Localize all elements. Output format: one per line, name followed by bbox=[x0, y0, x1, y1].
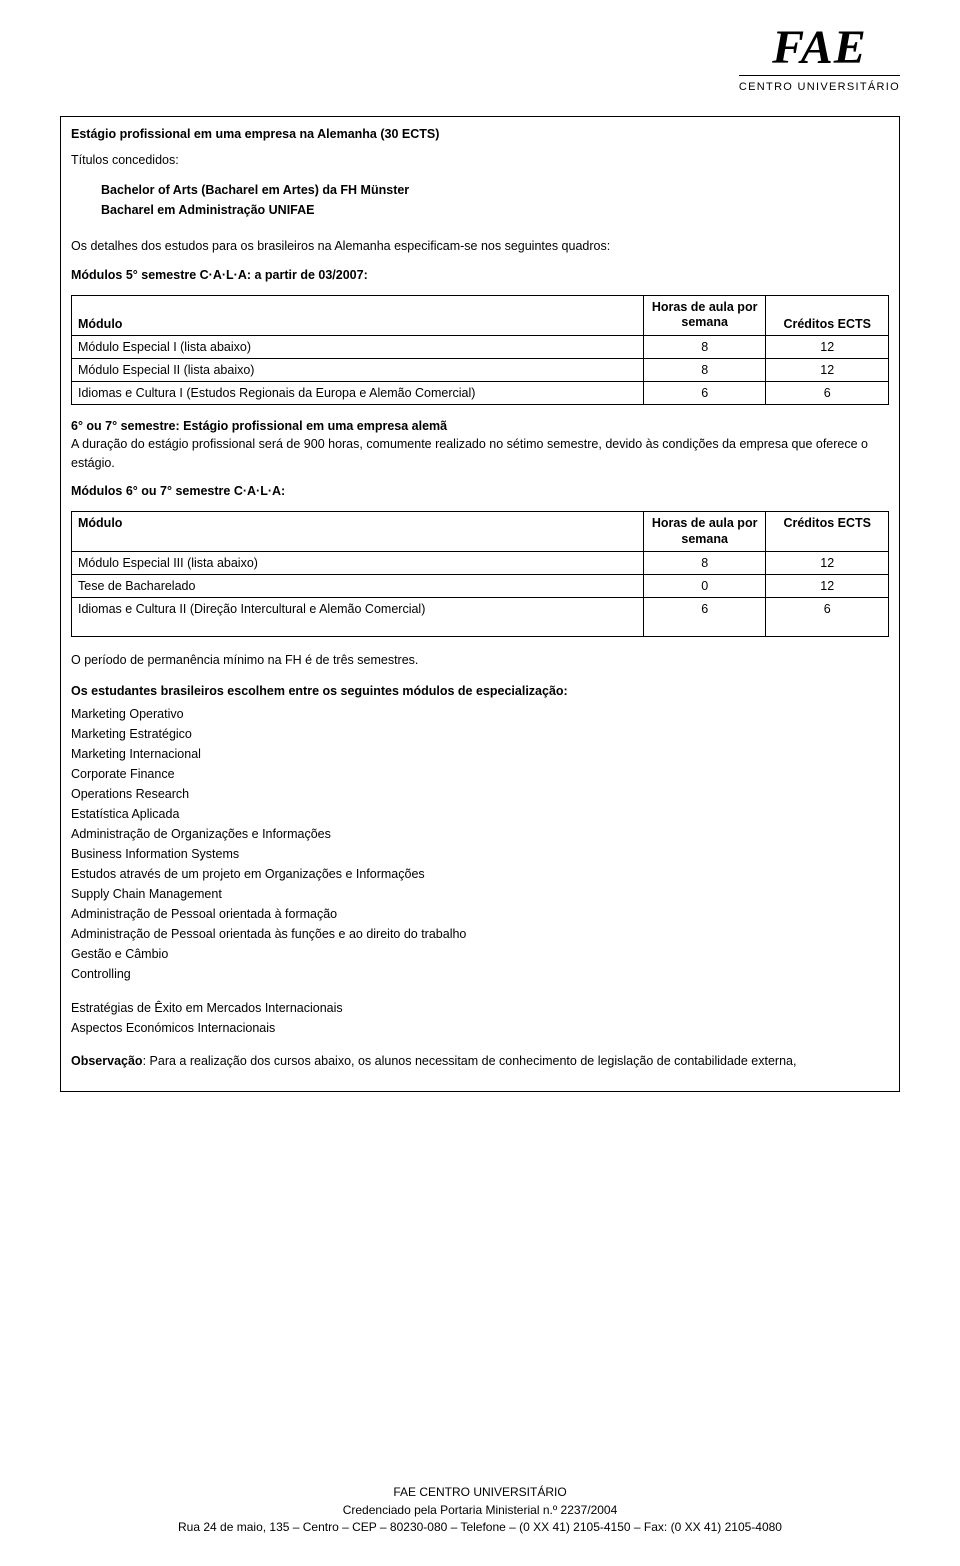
cell-credits: 6 bbox=[766, 381, 889, 404]
table-row: Idiomas e Cultura II (Direção Intercultu… bbox=[72, 598, 889, 637]
col-credits: Créditos ECTS bbox=[766, 512, 889, 552]
cell-hours: 0 bbox=[643, 575, 766, 598]
logo: FAE CENTRO UNIVERSITÁRIO bbox=[739, 24, 900, 93]
list-item: Administração de Pessoal orientada às fu… bbox=[71, 924, 889, 944]
list-item: Controlling bbox=[71, 964, 889, 984]
cell-credits: 12 bbox=[766, 335, 889, 358]
cell-name: Tese de Bacharelado bbox=[72, 575, 644, 598]
list-item: Administração de Pessoal orientada à for… bbox=[71, 904, 889, 924]
cell-name: Módulo Especial I (lista abaixo) bbox=[72, 335, 644, 358]
cell-credits: 6 bbox=[766, 598, 889, 637]
list-item: Corporate Finance bbox=[71, 764, 889, 784]
cell-name: Idiomas e Cultura II (Direção Intercultu… bbox=[72, 598, 644, 637]
page-footer: FAE CENTRO UNIVERSITÁRIO Credenciado pel… bbox=[0, 1484, 960, 1536]
col-module: Módulo bbox=[72, 295, 644, 335]
spec-heading: Os estudantes brasileiros escolhem entre… bbox=[71, 684, 889, 698]
cell-hours: 6 bbox=[643, 381, 766, 404]
logo-main: FAE bbox=[739, 24, 900, 72]
footer-address: Rua 24 de maio, 135 – Centro – CEP – 802… bbox=[0, 1519, 960, 1536]
col-credits: Créditos ECTS bbox=[766, 295, 889, 335]
list-item: Estudos através de um projeto em Organiz… bbox=[71, 864, 889, 884]
degree-title-a: Bachelor of Arts (Bacharel em Artes) da … bbox=[101, 180, 889, 201]
list-item: Estatística Aplicada bbox=[71, 804, 889, 824]
cell-credits: 12 bbox=[766, 575, 889, 598]
middle-text: A duração do estágio profissional será d… bbox=[71, 435, 889, 473]
cell-name: Módulo Especial II (lista abaixo) bbox=[72, 358, 644, 381]
cell-credits: 12 bbox=[766, 552, 889, 575]
spec-list-extra: Estratégias de Êxito em Mercados Interna… bbox=[71, 998, 889, 1038]
titles-label: Títulos concedidos: bbox=[71, 151, 889, 170]
table-row: Módulo Especial III (lista abaixo) 8 12 bbox=[72, 552, 889, 575]
table-modules-5: Módulo Horas de aula por semana Créditos… bbox=[71, 295, 889, 405]
list-item: Marketing Estratégico bbox=[71, 724, 889, 744]
obs-text: : Para a realização dos cursos abaixo, o… bbox=[143, 1054, 797, 1068]
list-item: Operations Research bbox=[71, 784, 889, 804]
degree-title-b: Bacharel em Administração UNIFAE bbox=[101, 200, 889, 221]
list-item: Business Information Systems bbox=[71, 844, 889, 864]
cell-hours: 6 bbox=[643, 598, 766, 637]
table-row: Idiomas e Cultura I (Estudos Regionais d… bbox=[72, 381, 889, 404]
table-row: Tese de Bacharelado 0 12 bbox=[72, 575, 889, 598]
col-module: Módulo bbox=[72, 512, 644, 552]
obs-label: Observação bbox=[71, 1054, 143, 1068]
list-item: Marketing Internacional bbox=[71, 744, 889, 764]
list-item: Gestão e Câmbio bbox=[71, 944, 889, 964]
cell-name: Módulo Especial III (lista abaixo) bbox=[72, 552, 644, 575]
table2-heading: Módulos 6° ou 7° semestre C·A·L·A: bbox=[71, 482, 889, 501]
cell-hours: 8 bbox=[643, 335, 766, 358]
footer-title: FAE CENTRO UNIVERSITÁRIO bbox=[0, 1484, 960, 1501]
cell-credits: 12 bbox=[766, 358, 889, 381]
spec-list: Marketing Operativo Marketing Estratégic… bbox=[71, 704, 889, 984]
table-row: Módulo Especial II (lista abaixo) 8 12 bbox=[72, 358, 889, 381]
col-hours: Horas de aula por semana bbox=[643, 512, 766, 552]
lead-para: Os detalhes dos estudos para os brasilei… bbox=[71, 237, 889, 256]
col-hours-l2: semana bbox=[681, 532, 728, 546]
cell-name: Idiomas e Cultura I (Estudos Regionais d… bbox=[72, 381, 644, 404]
degree-titles: Bachelor of Arts (Bacharel em Artes) da … bbox=[71, 180, 889, 221]
list-item: Estratégias de Êxito em Mercados Interna… bbox=[71, 998, 889, 1018]
observation: Observação: Para a realização dos cursos… bbox=[71, 1052, 889, 1071]
middle-heading: 6° ou 7° semestre: Estágio profissional … bbox=[71, 419, 889, 433]
col-hours-l2: semana bbox=[681, 315, 728, 329]
col-hours-l1: Horas de aula por bbox=[652, 300, 758, 314]
list-item: Marketing Operativo bbox=[71, 704, 889, 724]
table1-heading: Módulos 5° semestre C·A·L·A: a partir de… bbox=[71, 266, 889, 285]
period-note: O período de permanência mínimo na FH é … bbox=[71, 651, 889, 670]
col-hours-l1: Horas de aula por bbox=[652, 516, 758, 530]
list-item: Aspectos Económicos Internacionais bbox=[71, 1018, 889, 1038]
cell-hours: 8 bbox=[643, 552, 766, 575]
list-item: Administração de Organizações e Informaç… bbox=[71, 824, 889, 844]
col-hours: Horas de aula por semana bbox=[643, 295, 766, 335]
logo-subtitle: CENTRO UNIVERSITÁRIO bbox=[739, 75, 900, 93]
document-body: Estágio profissional em uma empresa na A… bbox=[60, 116, 900, 1092]
list-item: Supply Chain Management bbox=[71, 884, 889, 904]
table-row: Módulo Horas de aula por semana Créditos… bbox=[72, 512, 889, 552]
intro-line: Estágio profissional em uma empresa na A… bbox=[71, 127, 889, 141]
footer-accred: Credenciado pela Portaria Ministerial n.… bbox=[0, 1502, 960, 1519]
table-modules-67: Módulo Horas de aula por semana Créditos… bbox=[71, 511, 889, 637]
table-row: Módulo Especial I (lista abaixo) 8 12 bbox=[72, 335, 889, 358]
cell-hours: 8 bbox=[643, 358, 766, 381]
table-row: Módulo Horas de aula por semana Créditos… bbox=[72, 295, 889, 335]
